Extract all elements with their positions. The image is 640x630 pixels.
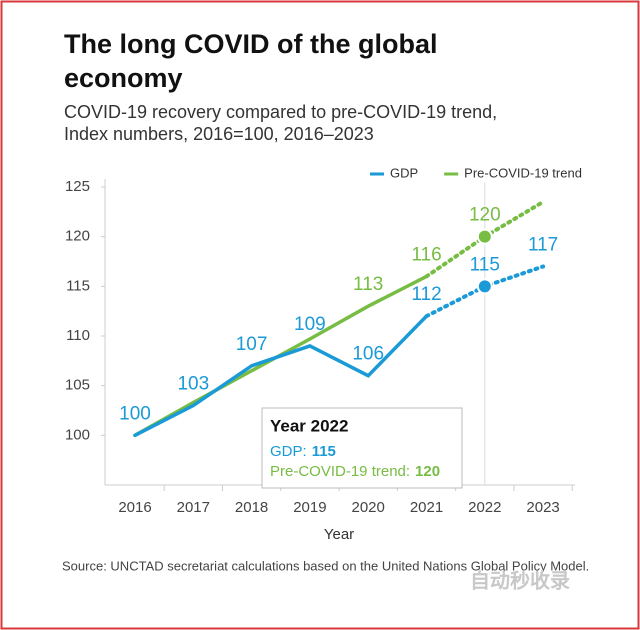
source: Source: UNCTAD secretariat calculations … bbox=[62, 558, 589, 573]
data-label: 107 bbox=[236, 334, 268, 355]
data-label: 113 bbox=[353, 274, 383, 295]
x-tick-label: 2022 bbox=[468, 499, 501, 516]
y-tick-label: 115 bbox=[66, 277, 90, 294]
highlight-point bbox=[476, 228, 493, 245]
y-tick-label: 110 bbox=[66, 327, 90, 344]
data-label: 109 bbox=[294, 314, 326, 335]
data-label: 103 bbox=[177, 374, 209, 395]
tooltip-title: Year 2022 bbox=[270, 416, 348, 435]
data-label: 116 bbox=[411, 244, 441, 265]
data-label: 106 bbox=[352, 344, 384, 365]
y-tick-label: 125 bbox=[65, 178, 90, 195]
tooltip-value: 115 bbox=[312, 443, 336, 460]
x-axis-label: Year bbox=[324, 526, 354, 543]
x-tick-label: 2023 bbox=[526, 499, 559, 516]
y-tick-label: 100 bbox=[65, 426, 90, 443]
x-tick-label: 2019 bbox=[293, 499, 326, 516]
chart-title: economy bbox=[64, 63, 183, 93]
tooltip-label: GDP: bbox=[270, 443, 307, 460]
legend-label: GDP bbox=[390, 165, 418, 180]
x-tick-label: 2016 bbox=[118, 499, 151, 516]
data-label: 120 bbox=[469, 205, 501, 226]
tooltip-label: Pre-COVID-19 trend: bbox=[270, 463, 410, 480]
data-label: 112 bbox=[411, 284, 441, 305]
highlight-point bbox=[476, 278, 493, 295]
y-tick-label: 105 bbox=[65, 377, 90, 394]
data-label: 117 bbox=[528, 234, 558, 255]
x-tick-label: 2017 bbox=[177, 499, 210, 516]
legend-label: Pre-COVID-19 trend bbox=[464, 165, 582, 180]
chart-title: The long COVID of the global bbox=[64, 29, 437, 59]
x-tick-label: 2021 bbox=[410, 499, 443, 516]
data-label: 100 bbox=[119, 403, 151, 424]
chart-subtitle: COVID-19 recovery compared to pre-COVID-… bbox=[64, 102, 497, 122]
series-line bbox=[133, 314, 429, 438]
data-label: 115 bbox=[470, 254, 500, 275]
chart-subtitle: Index numbers, 2016=100, 2016–2023 bbox=[64, 124, 374, 144]
tooltip: Year 2022 GDP: 115 Pre-COVID-19 trend: 120 bbox=[261, 407, 463, 489]
tooltip-box bbox=[261, 407, 463, 489]
y-tick-label: 120 bbox=[65, 228, 90, 245]
tooltip-value: 120 bbox=[415, 463, 440, 480]
x-tick-label: 2018 bbox=[235, 499, 268, 516]
watermark: 自动秒收录 bbox=[470, 568, 570, 592]
x-tick-label: 2020 bbox=[352, 499, 385, 516]
